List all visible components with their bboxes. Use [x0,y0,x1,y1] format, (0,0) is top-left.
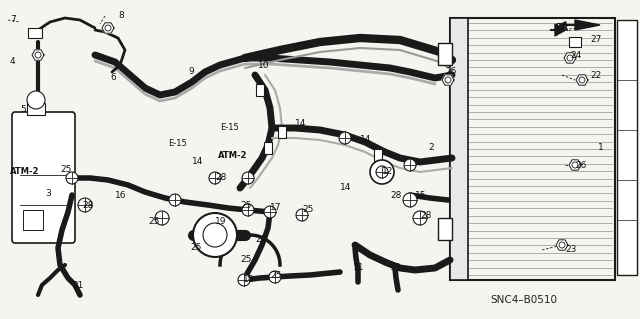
Text: 28: 28 [420,211,431,219]
Polygon shape [564,53,576,63]
Circle shape [413,211,427,225]
Text: 21: 21 [72,280,83,290]
Bar [374,149,382,161]
Text: 26: 26 [575,160,586,169]
Text: 25: 25 [240,256,252,264]
Bar [256,84,264,96]
Text: 8: 8 [118,11,124,20]
Circle shape [242,172,254,184]
Text: 16: 16 [115,191,127,201]
Circle shape [264,206,276,218]
Text: 14: 14 [295,118,307,128]
Text: 3: 3 [45,189,51,197]
Text: 10: 10 [258,61,269,70]
Text: 25: 25 [60,166,72,174]
Polygon shape [576,75,588,85]
Circle shape [403,193,417,207]
Text: 28: 28 [215,174,227,182]
Polygon shape [32,50,44,60]
Circle shape [27,91,45,109]
Text: 22: 22 [590,70,601,79]
Text: 14: 14 [340,183,351,192]
Bar [617,20,637,275]
Text: 2: 2 [428,144,434,152]
Text: 17: 17 [270,204,282,212]
Text: 6: 6 [110,73,116,83]
Circle shape [404,159,416,171]
Polygon shape [575,20,600,30]
Text: 7: 7 [10,16,16,25]
Text: 20: 20 [255,235,266,244]
Text: 15: 15 [415,190,426,199]
Text: 27: 27 [590,35,602,44]
Bar [278,126,286,138]
Text: 26: 26 [445,68,456,77]
Text: 1: 1 [598,144,604,152]
Circle shape [269,271,281,283]
Bar [438,43,452,65]
Text: 23: 23 [565,246,577,255]
Polygon shape [442,75,454,85]
Text: E-15: E-15 [168,138,187,147]
Text: ATM-2: ATM-2 [218,151,248,160]
Circle shape [339,132,351,144]
Bar [569,37,581,47]
Text: FR.: FR. [556,23,571,33]
Text: 13: 13 [390,263,401,272]
Polygon shape [556,240,568,250]
Text: 5: 5 [20,106,26,115]
Text: SNC4–B0510: SNC4–B0510 [490,295,557,305]
Circle shape [242,204,254,216]
Circle shape [169,194,181,206]
Text: 12: 12 [382,167,394,175]
FancyBboxPatch shape [12,112,75,243]
Bar [23,210,43,230]
Text: 25: 25 [240,201,252,210]
Text: 11: 11 [353,263,365,272]
Circle shape [78,198,92,212]
Text: 18: 18 [243,275,255,284]
Text: 28: 28 [390,190,401,199]
Circle shape [66,172,78,184]
Circle shape [193,213,237,257]
Circle shape [238,274,250,286]
Text: 9: 9 [188,68,194,77]
Text: 19: 19 [215,218,227,226]
Bar [450,18,615,280]
Circle shape [370,160,394,184]
Bar [27,103,45,115]
Text: 25: 25 [148,218,159,226]
Bar [28,28,42,38]
Text: FR.: FR. [556,23,571,33]
Text: 25: 25 [190,243,202,253]
Text: E-15: E-15 [220,123,239,132]
Circle shape [209,172,221,184]
Text: 14: 14 [360,136,371,145]
Text: 14: 14 [192,158,204,167]
Polygon shape [555,24,565,36]
Polygon shape [569,160,581,170]
Bar [450,18,468,280]
Text: 28: 28 [82,201,93,210]
Circle shape [155,211,169,225]
Text: 24: 24 [570,51,581,61]
Text: 25: 25 [302,205,314,214]
Text: 25: 25 [270,271,282,280]
Text: 4: 4 [10,57,15,66]
Polygon shape [102,23,114,33]
Circle shape [296,209,308,221]
Bar [438,218,452,240]
Text: ATM-2: ATM-2 [10,167,40,176]
Bar [264,142,272,154]
Circle shape [376,166,388,178]
